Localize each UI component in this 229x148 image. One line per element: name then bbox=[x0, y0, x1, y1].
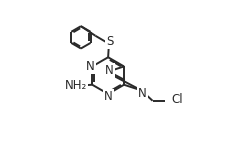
Text: NH₂: NH₂ bbox=[64, 79, 87, 92]
Text: Cl: Cl bbox=[171, 93, 183, 106]
Text: N: N bbox=[138, 87, 147, 100]
Text: S: S bbox=[106, 35, 113, 48]
Text: N: N bbox=[104, 90, 113, 103]
Text: N: N bbox=[86, 60, 95, 73]
Text: N: N bbox=[105, 64, 114, 77]
